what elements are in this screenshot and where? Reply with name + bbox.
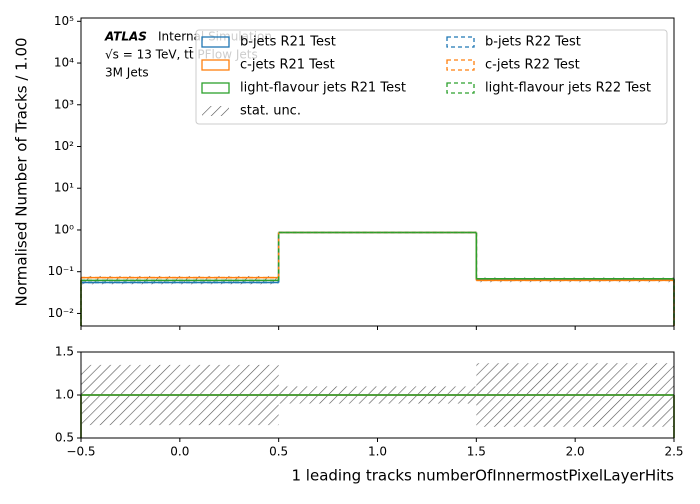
legend-swatch <box>201 82 230 94</box>
legend-label: light-flavour jets R21 Test <box>240 81 406 96</box>
legend-swatch <box>446 82 475 94</box>
x-tick-label: 0.5 <box>269 445 288 459</box>
legend-swatch <box>446 59 475 71</box>
legend-label: b-jets R21 Test <box>240 35 336 50</box>
y-tick-label: 10⁻² <box>48 306 75 320</box>
y-tick-label: 0.5 <box>55 431 74 445</box>
x-tick-label: 1.5 <box>467 445 486 459</box>
legend-label: c-jets R22 Test <box>485 58 580 73</box>
legend-label: c-jets R21 Test <box>240 58 335 73</box>
y-tick-label: 10² <box>54 139 74 153</box>
legend-label: b-jets R22 Test <box>485 35 581 50</box>
legend-swatch <box>202 106 229 116</box>
x-tick-label: −0.5 <box>66 445 95 459</box>
annotation: 3M Jets <box>105 66 149 80</box>
legend-swatch <box>446 36 475 48</box>
legend-swatch <box>201 59 230 71</box>
y-tick-label: 10⁵ <box>54 14 74 28</box>
legend-swatch <box>201 36 230 48</box>
x-tick-label: 2.5 <box>664 445 683 459</box>
y-tick-label: 10⁰ <box>54 222 74 236</box>
y-tick-label: 1.5 <box>55 345 74 359</box>
x-axis-label: 1 leading tracks numberOfInnermostPixelL… <box>292 467 675 485</box>
y-tick-label: 10⁻¹ <box>48 264 75 278</box>
y-tick-label: 1.0 <box>55 388 74 402</box>
x-tick-label: 1.0 <box>368 445 387 459</box>
atlas-label: ATLAS <box>104 30 147 44</box>
y-tick-label: 10⁴ <box>54 56 74 70</box>
y-tick-label: 10¹ <box>54 181 74 195</box>
legend-label: stat. unc. <box>240 104 301 119</box>
legend-label: light-flavour jets R22 Test <box>485 81 651 96</box>
y-tick-label: 10³ <box>54 97 74 111</box>
legend: b-jets R21 Test c-jets R21 Test light-flav… <box>195 29 668 125</box>
x-tick-label: 2.0 <box>566 445 585 459</box>
x-tick-label: 0.0 <box>170 445 189 459</box>
y-axis-label: Normalised Number of Tracks / 1.00 <box>13 37 31 306</box>
legend-frame <box>195 29 668 125</box>
